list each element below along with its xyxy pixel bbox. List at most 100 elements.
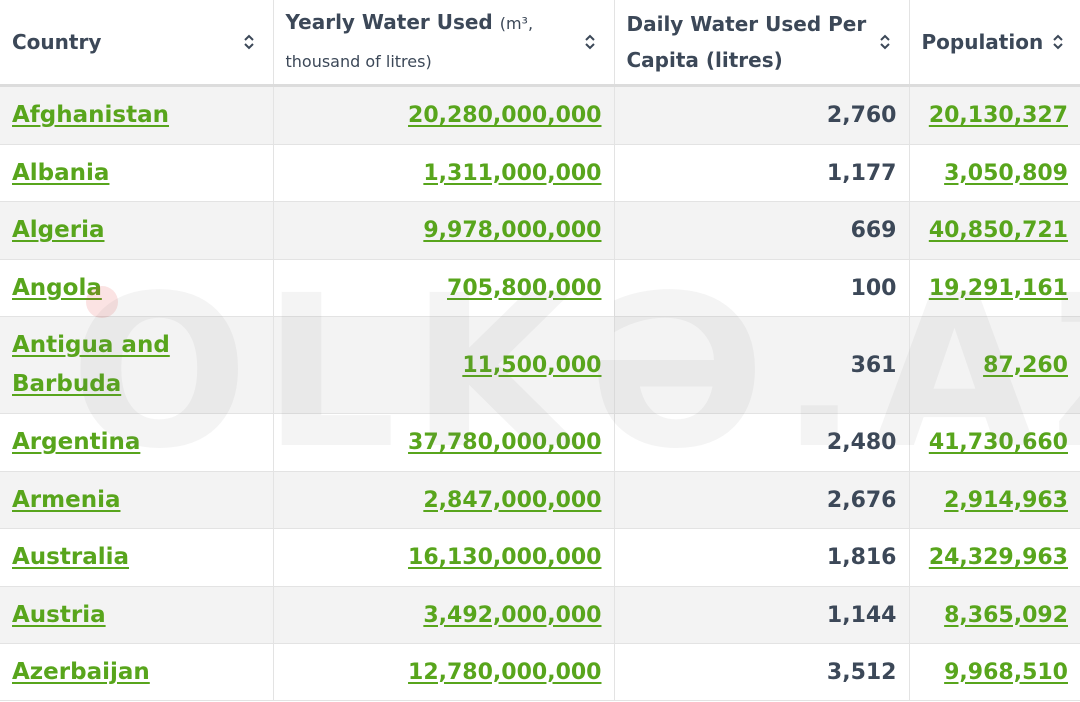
sort-icon[interactable] [879, 33, 891, 51]
yearly-water-link[interactable]: 705,800,000 [447, 275, 602, 301]
yearly-header-unit: (m³, [499, 14, 534, 33]
country-cell: Austria [0, 586, 274, 644]
yearly-water-cell: 11,500,000 [273, 316, 615, 414]
table-row: Afghanistan 20,280,000,000 2,760 20,130,… [0, 85, 1080, 145]
daily-water-cell: 3,512 [614, 643, 910, 701]
population-cell: 40,850,721 [909, 201, 1080, 260]
table-row: Azerbaijan 12,780,000,000 3,512 9,968,51… [0, 643, 1080, 701]
sort-icon[interactable] [243, 33, 255, 51]
header-row: Country Yearly Water Used (m³, thousand o… [0, 0, 1080, 87]
country-cell: Afghanistan [0, 85, 274, 145]
daily-water-cell: 669 [614, 201, 910, 260]
country-cell: Antigua and Barbuda [0, 316, 274, 414]
country-link[interactable]: Australia [12, 544, 130, 570]
table-row: Austria 3,492,000,000 1,144 8,365,092 [0, 586, 1080, 644]
table-row: Albania 1,311,000,000 1,177 3,050,809 [0, 144, 1080, 202]
table-row: Australia 16,130,000,000 1,816 24,329,96… [0, 528, 1080, 587]
population-link[interactable]: 41,730,660 [928, 430, 1068, 455]
daily-header-label: Daily Water Used Per Capita (litres) [626, 12, 867, 72]
country-header-label: Country [12, 30, 102, 54]
population-link[interactable]: 2,914,963 [944, 487, 1068, 513]
country-link[interactable]: Angola [12, 274, 102, 301]
population-cell: 2,914,963 [909, 471, 1080, 529]
population-link[interactable]: 24,329,963 [928, 545, 1068, 570]
table-row: Argentina 37,780,000,000 2,480 41,730,66… [0, 413, 1080, 472]
yearly-water-link[interactable]: 12,780,000,000 [408, 659, 602, 685]
sort-icon[interactable] [584, 33, 596, 51]
daily-water-cell: 1,177 [614, 144, 910, 202]
country-link[interactable]: Algeria [12, 217, 105, 243]
country-link[interactable]: Austria [12, 601, 106, 628]
yearly-water-link[interactable]: 9,978,000,000 [423, 218, 602, 243]
watermark-dot [86, 286, 118, 318]
yearly-water-link[interactable]: 37,780,000,000 [408, 430, 602, 455]
population-link[interactable]: 3,050,809 [944, 160, 1068, 186]
yearly-header-main: Yearly Water Used [285, 10, 493, 34]
country-cell: Angola [0, 259, 274, 317]
yearly-header-label: Yearly Water Used (m³, thousand of litres… [286, 4, 602, 80]
population-cell: 20,130,327 [909, 85, 1080, 145]
yearly-water-link[interactable]: 1,311,000,000 [423, 160, 602, 186]
population-link[interactable]: 9,968,510 [944, 659, 1068, 685]
daily-water-cell: 2,480 [614, 413, 910, 472]
table-body: Afghanistan 20,280,000,000 2,760 20,130,… [0, 85, 1080, 701]
yearly-water-cell: 16,130,000,000 [273, 528, 615, 587]
population-cell: 87,260 [909, 316, 1080, 414]
yearly-water-link[interactable]: 16,130,000,000 [408, 545, 602, 570]
sort-icon[interactable] [1052, 33, 1064, 51]
yearly-water-cell: 3,492,000,000 [273, 586, 615, 644]
column-header-daily-water[interactable]: Daily Water Used Per Capita (litres) [614, 0, 910, 87]
country-link[interactable]: Antigua and Barbuda [12, 332, 170, 397]
population-link[interactable]: 8,365,092 [944, 602, 1068, 628]
population-cell: 19,291,161 [909, 259, 1080, 317]
yearly-water-cell: 2,847,000,000 [273, 471, 615, 529]
daily-water-cell: 100 [614, 259, 910, 317]
yearly-water-link[interactable]: 11,500,000 [462, 352, 602, 378]
country-cell: Azerbaijan [0, 643, 274, 701]
population-cell: 24,329,963 [909, 528, 1080, 587]
population-link[interactable]: 87,260 [983, 352, 1068, 378]
country-link[interactable]: Azerbaijan [12, 658, 150, 685]
column-header-population[interactable]: Population [909, 0, 1080, 87]
country-cell: Algeria [0, 201, 274, 260]
yearly-header-unit-2: thousand of litres) [285, 52, 432, 71]
yearly-water-cell: 9,978,000,000 [273, 201, 615, 260]
country-link[interactable]: Argentina [12, 429, 141, 455]
yearly-water-cell: 20,280,000,000 [273, 85, 615, 145]
daily-water-cell: 1,816 [614, 528, 910, 587]
population-cell: 3,050,809 [909, 144, 1080, 202]
table-row: Antigua and Barbuda 11,500,000 361 87,26… [0, 316, 1080, 414]
table-row: Armenia 2,847,000,000 2,676 2,914,963 [0, 471, 1080, 529]
population-cell: 8,365,092 [909, 586, 1080, 644]
daily-water-cell: 2,760 [614, 85, 910, 145]
yearly-water-cell: 37,780,000,000 [273, 413, 615, 472]
country-cell: Armenia [0, 471, 274, 529]
table-row: Algeria 9,978,000,000 669 40,850,721 [0, 201, 1080, 260]
population-link[interactable]: 19,291,161 [928, 275, 1068, 301]
column-header-yearly-water[interactable]: Yearly Water Used (m³, thousand of litres… [273, 0, 615, 87]
population-header-label: Population [921, 30, 1044, 54]
daily-water-cell: 2,676 [614, 471, 910, 529]
table-row: Angola 705,800,000 100 19,291,161 [0, 259, 1080, 317]
population-cell: 9,968,510 [909, 643, 1080, 701]
population-link[interactable]: 20,130,327 [928, 103, 1068, 128]
yearly-water-cell: 12,780,000,000 [273, 643, 615, 701]
column-header-country[interactable]: Country [0, 0, 274, 87]
population-link[interactable]: 40,850,721 [928, 218, 1068, 243]
country-link[interactable]: Afghanistan [12, 102, 170, 128]
yearly-water-link[interactable]: 20,280,000,000 [408, 103, 602, 128]
country-link[interactable]: Armenia [12, 486, 121, 513]
yearly-water-cell: 1,311,000,000 [273, 144, 615, 202]
country-cell: Australia [0, 528, 274, 587]
daily-water-cell: 361 [614, 316, 910, 414]
country-link[interactable]: Albania [12, 159, 110, 186]
yearly-water-link[interactable]: 3,492,000,000 [423, 602, 602, 628]
population-cell: 41,730,660 [909, 413, 1080, 472]
yearly-water-link[interactable]: 2,847,000,000 [423, 487, 602, 513]
country-cell: Argentina [0, 413, 274, 472]
country-cell: Albania [0, 144, 274, 202]
yearly-water-cell: 705,800,000 [273, 259, 615, 317]
table-header: Country Yearly Water Used (m³, thousand o… [0, 0, 1080, 87]
daily-water-cell: 1,144 [614, 586, 910, 644]
